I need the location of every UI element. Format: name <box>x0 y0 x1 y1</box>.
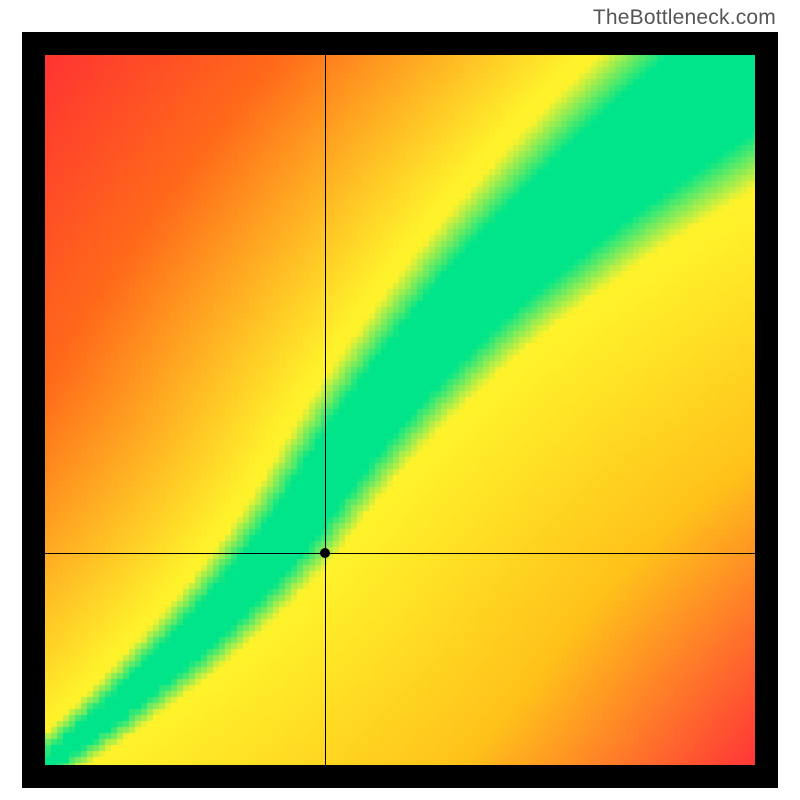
plot-area <box>45 55 755 765</box>
chart-container: TheBottleneck.com <box>0 0 800 800</box>
heatmap-canvas <box>45 55 755 765</box>
crosshair-horizontal <box>45 553 755 554</box>
marker-dot <box>320 548 330 558</box>
outer-frame <box>22 32 778 788</box>
crosshair-vertical <box>325 55 326 765</box>
watermark-text: TheBottleneck.com <box>593 6 776 30</box>
